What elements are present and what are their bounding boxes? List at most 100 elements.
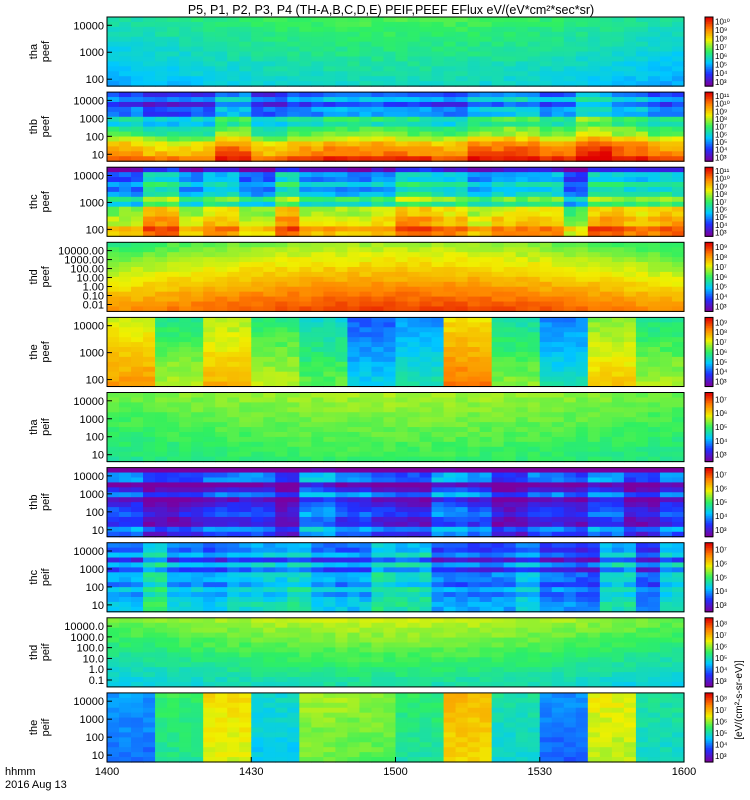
heatmap-cell <box>347 296 361 303</box>
heatmap-cell <box>419 497 433 503</box>
heatmap-cell <box>611 317 625 323</box>
heatmap-cell <box>395 76 409 82</box>
heatmap-cell <box>143 531 156 538</box>
colorbar-step <box>705 329 713 332</box>
heatmap-cell <box>227 381 240 388</box>
heatmap-cell <box>203 431 216 438</box>
heatmap-cell <box>131 482 144 488</box>
heatmap-cell <box>275 467 288 474</box>
heatmap-cell <box>431 211 445 218</box>
heatmap-cell <box>503 177 517 183</box>
heatmap-cell <box>143 507 156 513</box>
heatmap-cell <box>155 36 168 43</box>
heatmap-cell <box>215 36 228 43</box>
heatmap-cell <box>443 417 457 423</box>
heatmap-cell <box>515 21 529 28</box>
heatmap-cell <box>347 361 361 368</box>
heatmap-cell <box>455 17 469 23</box>
heatmap-cell <box>311 337 324 343</box>
heatmap-cell <box>347 351 361 358</box>
y-tick-label: 10 <box>92 149 104 161</box>
heatmap-cell <box>203 242 216 248</box>
heatmap-cell <box>179 446 192 453</box>
heatmap-cell <box>239 446 252 453</box>
colorbar-step <box>705 63 713 66</box>
heatmap-cell <box>587 216 601 223</box>
heatmap-cell <box>647 141 661 147</box>
heatmap-cell <box>575 266 589 273</box>
heatmap-cell <box>467 427 481 433</box>
colorbar-step <box>705 268 713 271</box>
heatmap-cell <box>119 201 132 208</box>
heatmap-cell <box>383 186 397 193</box>
heatmap-cell <box>671 376 685 383</box>
heatmap-cell <box>383 512 397 518</box>
heatmap-cell <box>503 472 517 479</box>
heatmap-cell <box>143 276 156 283</box>
heatmap-cell <box>347 301 361 308</box>
colorbar-tick-label: 10⁶ <box>715 348 727 357</box>
heatmap-cell <box>599 26 613 33</box>
heatmap-cell <box>143 252 156 258</box>
heatmap-cell <box>323 66 336 72</box>
heatmap-cell <box>479 516 493 523</box>
heatmap-cell <box>143 141 156 147</box>
heatmap-cell <box>347 431 361 438</box>
heatmap-cell <box>263 451 276 458</box>
colorbar-tick-label: 10⁷ <box>715 198 727 207</box>
heatmap-cell <box>395 271 409 278</box>
heatmap-cell <box>635 436 649 443</box>
heatmap-cell <box>647 436 661 443</box>
heatmap-cell <box>599 201 613 208</box>
heatmap-cell <box>671 146 685 152</box>
heatmap-cell <box>623 451 637 458</box>
heatmap-cell <box>407 26 421 33</box>
heatmap-cell <box>143 231 156 237</box>
heatmap-cell <box>611 271 625 278</box>
heatmap-cell <box>143 206 156 213</box>
heatmap-cell <box>587 361 601 368</box>
colorbar-step <box>705 242 713 245</box>
heatmap-cell <box>167 402 180 408</box>
heatmap-cell <box>539 276 553 283</box>
heatmap-cell <box>227 271 240 278</box>
heatmap-cell <box>587 436 601 443</box>
heatmap-cell <box>443 306 457 312</box>
heatmap-cell <box>131 131 144 138</box>
heatmap-cell <box>623 422 637 428</box>
heatmap-cell <box>119 126 132 133</box>
heatmap-cell <box>455 381 469 388</box>
heatmap-cell <box>227 422 240 428</box>
heatmap-cell <box>167 172 180 178</box>
heatmap-cell <box>647 271 661 278</box>
heatmap-cell <box>107 201 120 208</box>
heatmap-cell <box>671 76 685 82</box>
heatmap-cell <box>179 172 192 178</box>
heatmap-cell <box>455 61 469 67</box>
heatmap-cell <box>131 327 144 333</box>
heatmap-cell <box>107 146 120 152</box>
heatmap-cell <box>659 392 673 399</box>
heatmap-cell <box>323 397 336 403</box>
heatmap-cell <box>551 26 565 33</box>
heatmap-cell <box>263 361 276 368</box>
colorbar-step <box>705 99 713 102</box>
heatmap-cell <box>623 456 637 463</box>
heatmap-cell <box>107 521 120 528</box>
heatmap-cell <box>383 477 397 484</box>
heatmap-cell <box>107 156 120 162</box>
heatmap-cell <box>407 276 421 283</box>
heatmap-cell <box>359 191 373 198</box>
heatmap-cell <box>287 81 300 87</box>
colorbar-step <box>705 124 713 128</box>
heatmap-cell <box>443 301 457 308</box>
heatmap-cell <box>539 172 553 178</box>
heatmap-cell <box>467 381 481 388</box>
heatmap-cell <box>383 182 397 188</box>
heatmap-cell <box>131 247 144 253</box>
heatmap-cell <box>671 252 685 258</box>
heatmap-cell <box>455 116 469 123</box>
heatmap-cell <box>467 131 481 138</box>
heatmap-cell <box>431 371 445 378</box>
